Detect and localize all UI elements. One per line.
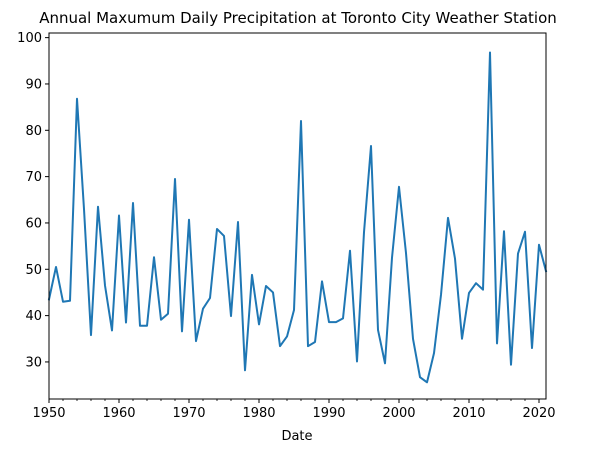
y-axis-ticks: 30 40 50 60 70 80 90 100 <box>17 31 49 370</box>
x-tick-label: 1990 <box>312 406 345 421</box>
x-axis-ticks: 1950 1960 1970 1980 1990 2000 2010 2020 <box>32 399 555 421</box>
y-tick-label: 80 <box>25 124 42 139</box>
y-tick-label: 70 <box>25 170 42 185</box>
y-tick-label: 60 <box>25 216 42 231</box>
plot-area <box>49 33 546 399</box>
y-tick-label: 40 <box>25 309 42 324</box>
x-tick-label: 1980 <box>242 406 275 421</box>
chart-title: Annual Maxumum Daily Precipitation at To… <box>39 9 557 27</box>
series-line <box>49 52 546 382</box>
x-tick-label: 1950 <box>32 406 65 421</box>
x-tick-label: 2010 <box>452 406 485 421</box>
x-tick-label: 2000 <box>382 406 415 421</box>
y-tick-label: 90 <box>25 77 42 92</box>
y-tick-label: 50 <box>25 263 42 278</box>
x-tick-label: 2020 <box>522 406 555 421</box>
x-tick-label: 1970 <box>172 406 205 421</box>
y-tick-label: 30 <box>25 355 42 370</box>
y-tick-label: 100 <box>17 31 42 46</box>
x-tick-label: 1960 <box>102 406 135 421</box>
x-axis-label: Date <box>281 429 312 444</box>
